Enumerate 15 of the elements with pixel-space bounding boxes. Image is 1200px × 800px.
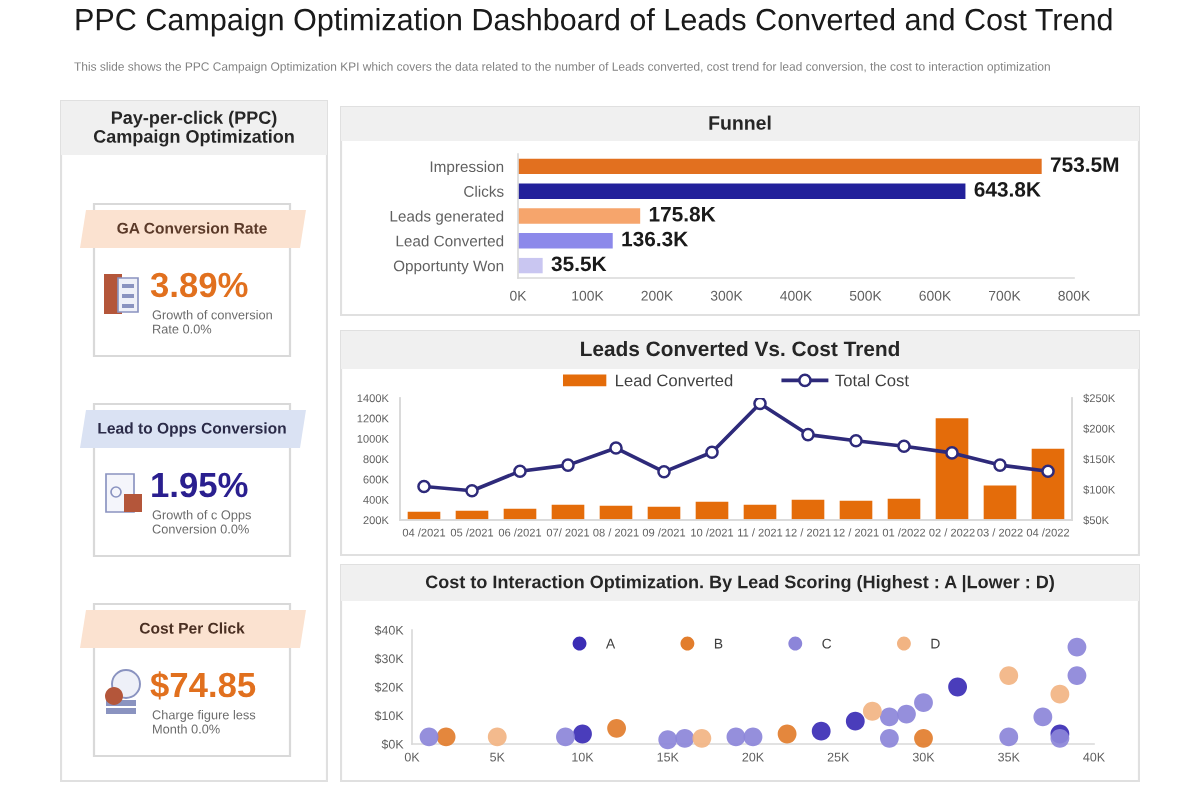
data-label: 643.8K — [974, 182, 1041, 197]
legend-label: Total Cost — [835, 374, 909, 387]
text: Pay-per-click (PPC) Campaign Optimization — [93, 110, 294, 147]
text: $74.85 — [150, 671, 256, 700]
chart-title: Funnel — [709, 115, 771, 130]
text: 1.95% — [152, 472, 248, 498]
chart-title: Leads Converted Vs. Cost Trend — [581, 340, 899, 357]
data-label: 753.5M — [1050, 157, 1119, 173]
text: 3.89% — [150, 272, 248, 298]
chart-title: Cost to Interaction Optimization. By Lead Scoring (Highest : A |Lower : D) — [425, 575, 1054, 593]
text: PPC Campaign Optimization Dashboard of Leads Converted and Cost Trend — [76, 8, 1112, 37]
legend-label: Lead Converted — [616, 374, 733, 387]
data-label: 35.5K — [551, 256, 607, 272]
data-label: 136.3K — [622, 231, 689, 247]
data-label: 175.8K — [649, 206, 716, 222]
